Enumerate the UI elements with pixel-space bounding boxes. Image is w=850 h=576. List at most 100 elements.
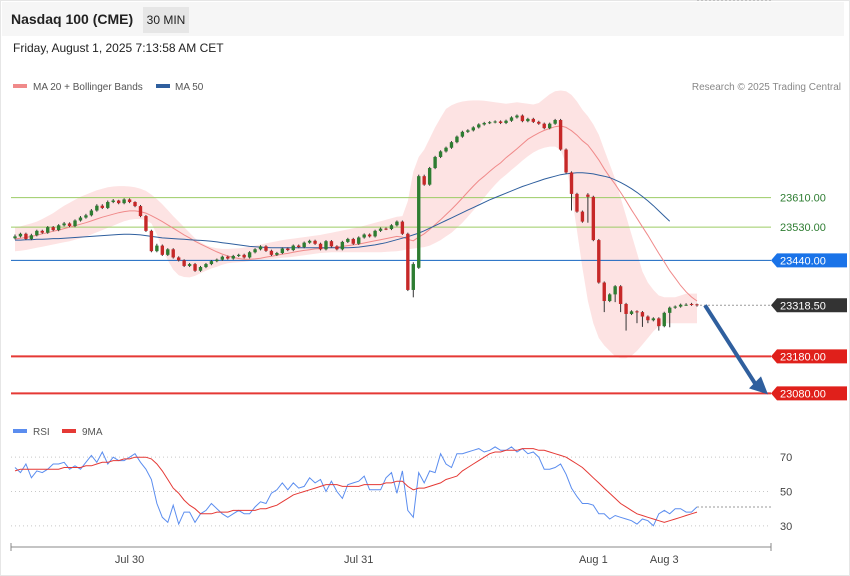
candle-down	[127, 199, 132, 203]
candle-up	[553, 120, 557, 124]
candle-up	[608, 294, 612, 302]
instrument-title: Nasdaq 100 (CME)	[11, 11, 134, 27]
candle-up	[78, 217, 83, 221]
candle-down	[100, 205, 104, 208]
candle-up	[378, 228, 383, 231]
candle-up	[471, 127, 475, 131]
candles-layer	[13, 114, 768, 395]
candle-down	[695, 304, 699, 306]
candle-down	[171, 249, 175, 258]
candle-up	[629, 311, 634, 314]
candle-down	[40, 230, 44, 233]
candle-down	[580, 211, 585, 222]
candle-up	[477, 124, 481, 128]
candle-up	[35, 230, 39, 236]
candle-down	[569, 172, 574, 194]
candle-up	[247, 252, 252, 258]
candle-up	[493, 121, 497, 123]
candle-down	[689, 303, 694, 305]
rsi-ma-legend-label: 9MA	[82, 427, 103, 438]
candle-up	[673, 306, 677, 308]
time-axis: Jul 30 Jul 31 Aug 1 Aug 3	[10, 543, 772, 566]
candle-down	[144, 216, 148, 231]
price-legend: MA 20 + Bollinger Bands MA 50 Research ©…	[13, 82, 841, 93]
candle-down	[193, 264, 197, 271]
candle-up	[444, 147, 448, 152]
candle-down	[646, 316, 650, 321]
candle-up	[62, 223, 66, 226]
candle-down	[67, 223, 72, 227]
resistance-level-label: 23530.00	[780, 222, 826, 234]
last-price-label-bg	[771, 298, 847, 313]
candle-down	[531, 118, 536, 122]
ma20-legend-label: MA 20 + Bollinger Bands	[33, 82, 143, 93]
candle-up	[509, 117, 514, 121]
candle-up	[215, 259, 219, 262]
pivot-level-label-bg	[771, 253, 847, 268]
candle-up	[84, 215, 88, 218]
candle-up	[198, 267, 203, 271]
candle-down	[351, 238, 355, 244]
rsi-legend: RSI 9MA	[13, 427, 103, 438]
candle-up	[231, 255, 235, 259]
candle-up	[373, 230, 377, 237]
candle-up	[29, 235, 34, 239]
candle-up	[111, 200, 115, 203]
candle-up	[13, 236, 17, 239]
candle-down	[51, 227, 55, 231]
candle-up	[155, 245, 159, 252]
level-labels-layer: 23610.00 23530.00 23440.00 23318.50 23180.00…	[771, 193, 847, 401]
candle-up	[166, 249, 170, 255]
candle-down	[335, 246, 339, 250]
candle-down	[602, 282, 606, 302]
candle-down	[367, 234, 372, 237]
timeframe-badge[interactable]: 30 MIN	[143, 7, 189, 33]
candle-down	[384, 228, 388, 230]
candle-up	[362, 234, 366, 238]
candle-down	[297, 245, 301, 248]
candle-up	[515, 115, 519, 118]
candle-up	[668, 307, 672, 313]
candle-down	[624, 303, 628, 314]
candle-up	[651, 318, 656, 321]
candle-down	[498, 121, 503, 123]
ma20-legend-swatch	[13, 84, 27, 88]
candle-up	[73, 220, 77, 227]
candle-up	[547, 123, 552, 129]
candle-up	[662, 312, 666, 327]
candle-up	[504, 120, 508, 123]
ma50-legend-swatch	[156, 84, 170, 88]
candle-down	[520, 115, 525, 122]
candle-down	[537, 121, 541, 124]
forecast-arrow-head	[749, 376, 768, 395]
chart-datetime: Friday, August 1, 2025 7:13:58 AM CET	[13, 41, 224, 55]
candle-down	[182, 260, 186, 266]
candle-down	[542, 123, 546, 129]
candle-up	[346, 238, 350, 242]
bollinger-band-layer	[15, 90, 697, 359]
candle-up	[427, 168, 432, 185]
candle-up	[613, 286, 617, 295]
candle-up	[220, 256, 225, 260]
candle-up	[307, 240, 312, 243]
candle-up	[487, 122, 492, 124]
candle-up	[411, 264, 415, 290]
support-level-label-bg	[771, 349, 847, 364]
candle-up	[46, 227, 50, 233]
ma20-line	[14, 125, 698, 302]
candle-up	[466, 130, 470, 132]
candle-up	[324, 241, 328, 250]
candle-up	[56, 225, 61, 231]
candle-up	[395, 221, 399, 226]
support-level-label: 23080.00	[780, 388, 826, 400]
candle-down	[558, 120, 563, 150]
candle-up	[482, 122, 486, 125]
candle-up	[526, 118, 530, 122]
rsi-panel: 70 50 30	[11, 446, 792, 533]
candle-up	[389, 225, 394, 229]
rsi-ma-line	[14, 448, 698, 523]
candle-up	[449, 142, 454, 148]
candle-down	[149, 230, 154, 252]
rsi-ma-legend-swatch	[62, 429, 76, 433]
